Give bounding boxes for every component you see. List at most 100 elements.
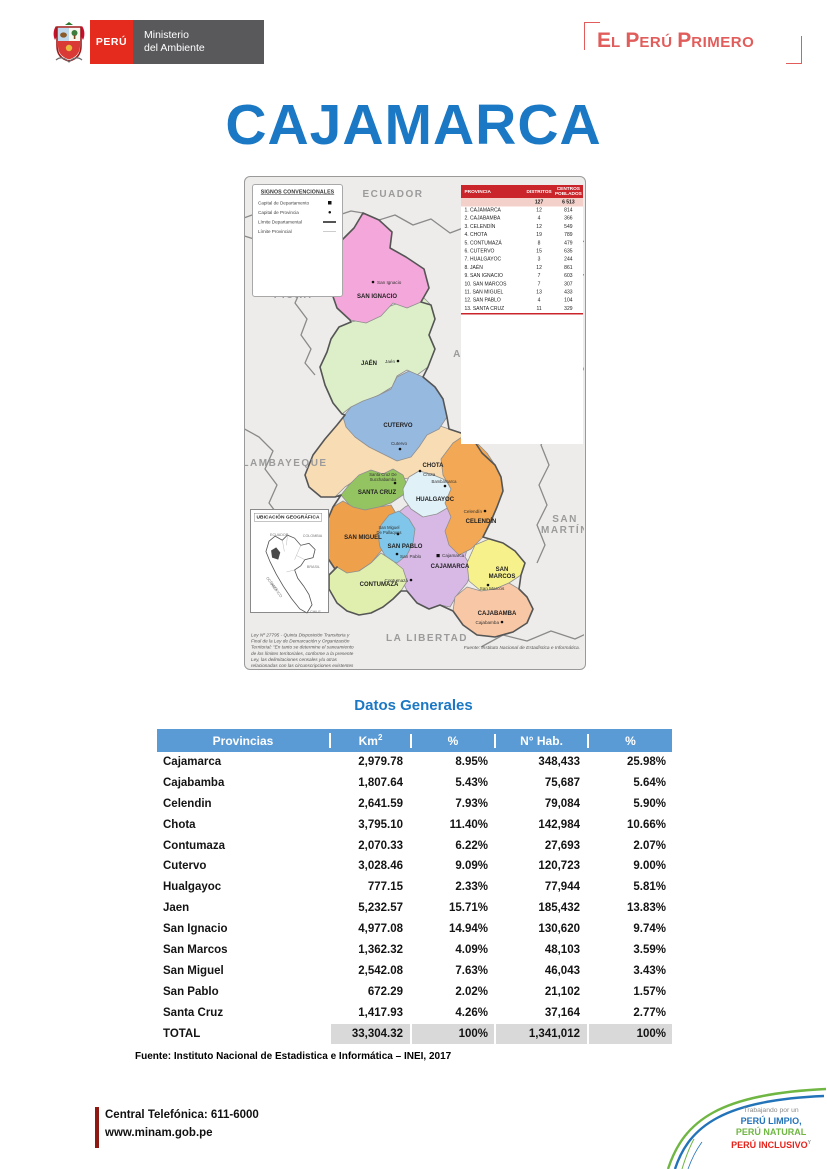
table-row: San Ignacio 4,977.08 14.94% 130,620 9.74… [157, 919, 672, 940]
cell-km2: 672.29 [367, 985, 403, 998]
inset-location-box: UBICACIÓN GEOGRÁFICA ECUADOR COLOMBIA BR… [250, 509, 329, 614]
cell-habitantes: 185,432 [538, 902, 580, 915]
capital-label-cajabamba: Cajabamba [476, 620, 500, 625]
datos-table-total-row: TOTAL 33,304.32 100% 1,341,012 100% [157, 1023, 672, 1045]
map-source: Fuente: Instituto Nacional de Estadístic… [463, 645, 580, 651]
province-label-san-miguel: SAN MIGUEL [344, 535, 382, 541]
capital-label-santa-cruz-1: Santa Cruz De [369, 472, 397, 477]
thick-line-icon [322, 220, 337, 223]
cell-km2: 1,362.32 [358, 944, 403, 957]
cell-pct-km: 5.43% [455, 776, 488, 789]
province-label-san-marcos-2: MARCOS [489, 574, 516, 580]
footer-red-bar [95, 1107, 99, 1148]
cell-km2: 1,417.93 [358, 1006, 403, 1019]
summary-table-row: 9. SAN IGNACIO 7 603 [464, 273, 573, 279]
capital-labels: San Ignacio Jaén Cutervo Chota Santa Cru… [369, 280, 505, 625]
footer-website: www.minam.gob.pe [105, 1127, 213, 1139]
province-shapes [304, 212, 534, 638]
cell-provincia: Santa Cruz [163, 1006, 224, 1019]
province-label-cajamarca: CAJAMARCA [431, 564, 470, 570]
cell-km2: 777.15 [367, 881, 403, 894]
cell-pct-hab: 2.07% [633, 839, 666, 852]
table-row: Cutervo 3,028.46 9.09% 120,723 9.00% [157, 856, 672, 877]
summary-table-body: 1. CAJAMARCA 12 814 2. CAJABAMBA 4 366 3… [461, 207, 583, 314]
legend-item-capital-departamento: Capital de Departamento [258, 198, 337, 208]
cell-provincia: Cajamarca [163, 756, 222, 768]
provinces-summary-table: PROVINCIA DISTRITOS CENTROS POBLADOS 127 … [461, 185, 583, 445]
cell-habitantes: 48,103 [544, 944, 580, 957]
table-row: Hualgayoc 777.15 2.33% 77,944 5.81% [157, 877, 672, 898]
cell-habitantes: 142,984 [538, 818, 580, 831]
cell-pct-km: 4.09% [455, 944, 488, 957]
table-row: San Pablo 672.29 2.02% 21,102 1.57% [157, 982, 672, 1003]
cell-habitantes: 75,687 [544, 776, 580, 789]
cell-pct-km: 9.09% [455, 860, 488, 873]
summary-table-header: PROVINCIA DISTRITOS CENTROS POBLADOS [461, 185, 583, 198]
province-label-contumaza: CONTUMAZÁ [360, 581, 399, 588]
cell-pct-hab: 13.83% [626, 902, 666, 915]
legend-item-limite-departamental: Límite Departamental [258, 217, 337, 227]
capital-label-san-ignacio: San Ignacio [377, 280, 402, 285]
summary-table-row: 12. SAN PABLO 4 104 [464, 297, 573, 304]
footer-brand-logo: Trabajando por un PERÚ LIMPIO, PERÚ NATU… [660, 1086, 827, 1169]
datos-generales-heading: Datos Generales [354, 697, 473, 714]
table-row: San Marcos 1,362.32 4.09% 48,103 3.59% [157, 940, 672, 961]
slogan-text: EL PERÚ PRIMERO [597, 29, 755, 52]
map-legend: SIGNOS CONVENCIONALES Capital de Departa… [252, 184, 343, 297]
summary-table-row: 8. JAÉN 12 861 [464, 264, 573, 271]
cell-pct-hab: 9.74% [633, 923, 666, 936]
capital-label-celendin: Celendín [464, 509, 483, 514]
cell-provincia: San Marcos [163, 944, 228, 957]
cell-pct-hab: 25.98% [626, 756, 666, 768]
cell-habitantes: 46,043 [544, 964, 580, 977]
inset-title: UBICACIÓN GEOGRÁFICA [254, 513, 322, 522]
cell-pct-km: 2.02% [455, 985, 488, 998]
cell-pct-km: 7.93% [455, 797, 488, 810]
inset-cajamarca-highlight [271, 547, 281, 560]
cell-provincia: Chota [163, 818, 196, 831]
slogan-corner-decoration-tl [584, 22, 600, 50]
cell-pct-hab: 2.77% [633, 1006, 666, 1019]
peru-wordmark: PERÚ [90, 20, 133, 64]
cell-habitantes: 348,433 [538, 756, 580, 768]
summary-table-row: 13. SANTA CRUZ 11 329 [464, 305, 573, 312]
datos-table-header-row: Provincias Km2 % N° Hab. % [157, 729, 672, 752]
summary-table-row: 5. CONTUMAZÁ 8 479 [464, 240, 573, 246]
cell-km2: 2,641.59 [358, 797, 403, 810]
cell-habitantes: 27,693 [544, 839, 580, 852]
cell-km2: 2,542.08 [358, 964, 403, 977]
peru-wordmark-label: PERÚ [95, 36, 128, 48]
cell-provincia: Cutervo [163, 860, 207, 873]
province-label-celendin: CELENDÍN [466, 517, 497, 525]
map-canvas: ECUADOR PIURA AMAZONAS SAN MARTÍN LAMBAY… [245, 189, 584, 648]
cell-km2: 3,028.46 [358, 860, 403, 873]
capital-label-san-miguel-1: San Miguel [379, 525, 400, 530]
cell-pct-hab: 5.64% [633, 776, 666, 789]
capital-markers [371, 280, 504, 624]
column-header-habitantes: N° Hab. [494, 733, 587, 748]
cell-pct-km: 8.95% [455, 756, 488, 768]
cell-pct-hab: 3.43% [633, 964, 666, 977]
table-row: San Miguel 2,542.08 7.63% 46,043 3.43% [157, 961, 672, 982]
province-labels: SAN IGNACIO JAÉN CUTERVO CHOTA SANTA CRU… [344, 294, 517, 617]
cell-provincia: San Miguel [163, 964, 224, 977]
cell-pct-km: 2.33% [455, 881, 488, 894]
page-title: CAJAMARCA [225, 93, 602, 157]
capital-label-san-miguel-2: De Pallaques [377, 530, 402, 535]
region-map: ECUADOR PIURA AMAZONAS SAN MARTÍN LAMBAY… [244, 176, 586, 670]
legend-item-limite-provincial: Límite Provincial [258, 228, 336, 234]
table-row: Contumaza 2,070.33 6.22% 27,693 2.07% [157, 836, 672, 857]
table-row: Cajabamba 1,807.64 5.43% 75,687 5.64% [157, 773, 672, 794]
datos-table: Provincias Km2 % N° Hab. % Cajamarca 2,9… [157, 729, 672, 1045]
capital-label-santa-cruz-2: Succhabamba [370, 477, 397, 482]
cell-provincia: Celendin [163, 797, 212, 810]
table-row: Celendin 2,641.59 7.93% 79,084 5.90% [157, 794, 672, 815]
legend-title: SIGNOS CONVENCIONALES [260, 189, 335, 195]
ministry-name-line1: Ministerio [144, 29, 189, 41]
province-label-chota: CHOTA [423, 463, 445, 469]
cell-km2: 5,232.57 [358, 902, 403, 915]
swoosh-icon [666, 1087, 827, 1169]
dot-marker-icon [322, 211, 337, 214]
cell-provincia: Jaen [163, 902, 190, 915]
slogan-el-peru-primero: EL PERÚ PRIMERO [584, 22, 802, 64]
